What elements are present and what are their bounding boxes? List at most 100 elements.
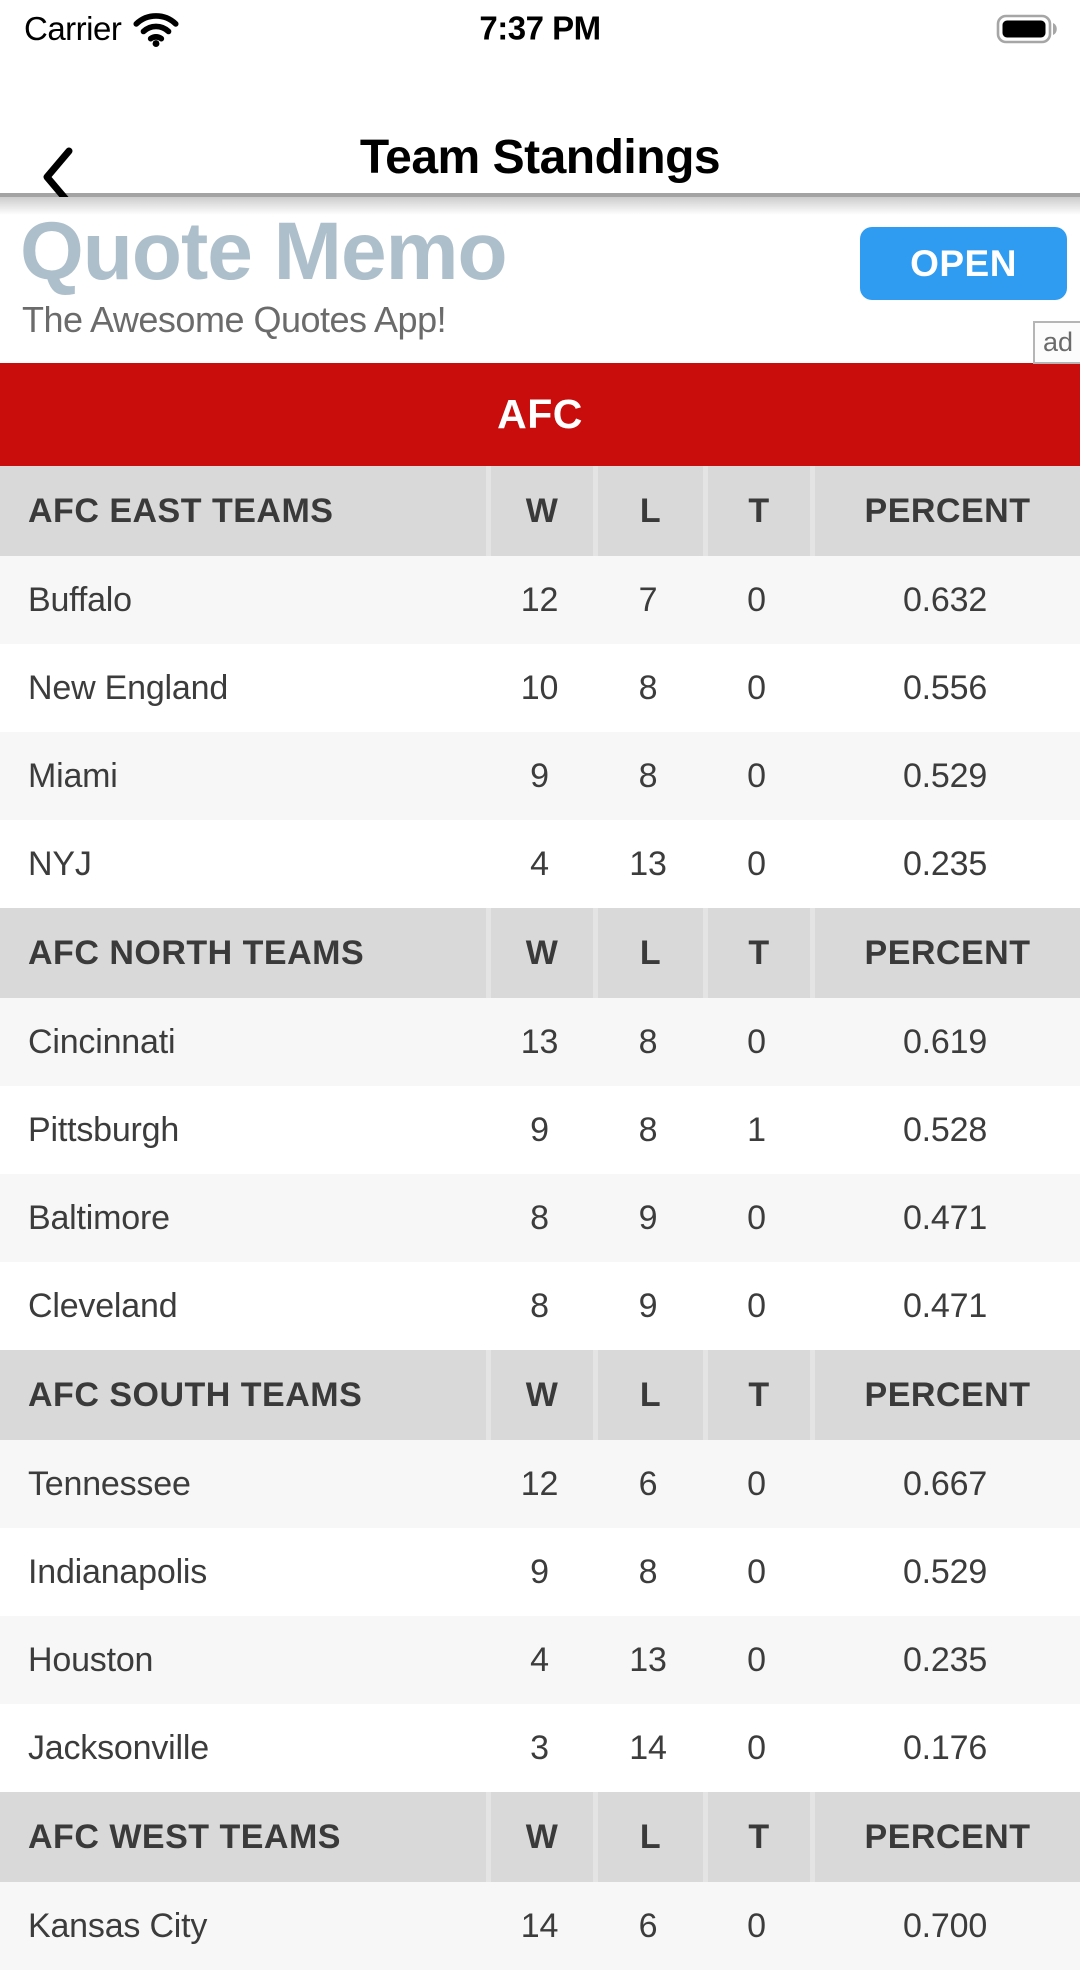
- battery-icon: [996, 13, 1060, 45]
- team-row: Tennessee 12 6 0 0.667: [0, 1440, 1080, 1528]
- percent-cell: 0.471: [902, 1286, 988, 1325]
- team-name-cell: Houston: [28, 1640, 154, 1679]
- team-row: Kansas City 14 6 0 0.700: [0, 1882, 1080, 1970]
- team-name-cell: Jacksonville: [28, 1728, 209, 1767]
- wins-cell: 8: [530, 1286, 549, 1325]
- team-row: New England 10 8 0 0.556: [0, 644, 1080, 732]
- percent-cell: 0.471: [902, 1198, 988, 1237]
- status-bar: Carrier 7:37 PM: [0, 0, 1080, 54]
- column-header-ties: T: [703, 466, 810, 556]
- column-header-losses: L: [593, 908, 703, 998]
- ties-cell: 0: [747, 1640, 766, 1679]
- wins-cell: 12: [520, 580, 559, 619]
- wins-cell: 12: [520, 1464, 559, 1503]
- division-header-row: AFC WEST TEAMS W L T PERCENT: [0, 1792, 1080, 1882]
- ties-cell: 0: [747, 1464, 766, 1503]
- team-name-cell: Indianapolis: [28, 1552, 208, 1591]
- team-name-cell: Buffalo: [28, 580, 132, 619]
- column-header-wins: W: [486, 908, 593, 998]
- team-name-cell: Tennessee: [28, 1464, 191, 1503]
- team-row: Cleveland 8 9 0 0.471: [0, 1262, 1080, 1350]
- losses-cell: 8: [638, 668, 658, 707]
- team-row: Pittsburgh 9 8 1 0.528: [0, 1086, 1080, 1174]
- column-header-percent: PERCENT: [810, 908, 1080, 998]
- team-name-cell: Miami: [28, 756, 118, 795]
- percent-cell: 0.619: [902, 1022, 988, 1061]
- column-header-percent: PERCENT: [810, 1792, 1080, 1882]
- wins-cell: 3: [530, 1728, 549, 1767]
- ad-title: Quote Memo: [20, 206, 508, 297]
- percent-cell: 0.528: [902, 1110, 988, 1149]
- wins-cell: 9: [530, 1552, 549, 1591]
- ties-cell: 0: [747, 844, 766, 883]
- wifi-icon: [133, 11, 179, 47]
- losses-cell: 8: [638, 1552, 658, 1591]
- team-name-cell: Kansas City: [28, 1906, 208, 1945]
- division-header-row: AFC EAST TEAMS W L T PERCENT: [0, 466, 1080, 556]
- losses-cell: 6: [638, 1464, 658, 1503]
- status-left: Carrier: [24, 10, 179, 48]
- percent-cell: 0.556: [902, 668, 988, 707]
- team-name-cell: Cleveland: [28, 1286, 178, 1325]
- page-title: Team Standings: [359, 131, 721, 184]
- column-header-wins: W: [486, 1792, 593, 1882]
- team-name-cell: Baltimore: [28, 1198, 170, 1237]
- standings-table[interactable]: AFC EAST TEAMS W L T PERCENT Buffalo 12 …: [0, 466, 1080, 1970]
- percent-cell: 0.529: [902, 1552, 988, 1591]
- nav-divider: [0, 193, 1080, 197]
- losses-cell: 14: [629, 1728, 667, 1767]
- ad-banner[interactable]: Quote Memo The Awesome Quotes App! OPEN …: [0, 197, 1080, 364]
- losses-cell: 8: [638, 756, 658, 795]
- ties-cell: 0: [747, 668, 766, 707]
- ad-choices-badge[interactable]: ad: [1033, 321, 1080, 364]
- ad-subtitle: The Awesome Quotes App!: [22, 299, 447, 340]
- ties-cell: 0: [747, 1728, 766, 1767]
- team-row: Buffalo 12 7 0 0.632: [0, 556, 1080, 644]
- wins-cell: 4: [530, 1640, 549, 1679]
- losses-cell: 9: [638, 1286, 658, 1325]
- column-header-losses: L: [593, 1350, 703, 1440]
- division-section: AFC NORTH TEAMS W L T PERCENT Cincinnati…: [0, 908, 1080, 1350]
- wins-cell: 9: [530, 756, 549, 795]
- percent-cell: 0.632: [902, 580, 988, 619]
- ties-cell: 0: [747, 580, 766, 619]
- percent-cell: 0.176: [902, 1728, 988, 1767]
- division-title: AFC NORTH TEAMS: [28, 933, 365, 972]
- carrier-label: Carrier: [24, 10, 122, 47]
- column-header-wins: W: [486, 1350, 593, 1440]
- column-header-wins: W: [486, 466, 593, 556]
- ad-open-button[interactable]: OPEN: [860, 227, 1067, 300]
- team-row: Miami 9 8 0 0.529: [0, 732, 1080, 820]
- percent-cell: 0.667: [902, 1464, 988, 1503]
- percent-cell: 0.235: [902, 844, 988, 883]
- division-section: AFC SOUTH TEAMS W L T PERCENT Tennessee …: [0, 1350, 1080, 1792]
- column-header-percent: PERCENT: [810, 1350, 1080, 1440]
- column-header-ties: T: [703, 1792, 810, 1882]
- losses-cell: 8: [638, 1110, 658, 1149]
- losses-cell: 13: [629, 844, 667, 883]
- ties-cell: 0: [747, 756, 766, 795]
- division-header-row: AFC SOUTH TEAMS W L T PERCENT: [0, 1350, 1080, 1440]
- division-section: AFC EAST TEAMS W L T PERCENT Buffalo 12 …: [0, 466, 1080, 908]
- team-name-cell: New England: [28, 668, 229, 707]
- clock: 7:37 PM: [479, 9, 601, 47]
- team-row: Baltimore 8 9 0 0.471: [0, 1174, 1080, 1262]
- team-row: Houston 4 13 0 0.235: [0, 1616, 1080, 1704]
- back-button[interactable]: [40, 146, 76, 208]
- column-header-losses: L: [593, 466, 703, 556]
- division-title: AFC EAST TEAMS: [28, 491, 334, 530]
- division-title: AFC WEST TEAMS: [28, 1817, 341, 1856]
- ties-cell: 0: [747, 1552, 766, 1591]
- percent-cell: 0.700: [902, 1906, 988, 1945]
- column-header-ties: T: [703, 1350, 810, 1440]
- losses-cell: 8: [638, 1022, 658, 1061]
- division-section: AFC WEST TEAMS W L T PERCENT Kansas City…: [0, 1792, 1080, 1970]
- losses-cell: 9: [638, 1198, 658, 1237]
- nav-bar: Team Standings: [0, 54, 1080, 207]
- wins-cell: 4: [530, 844, 549, 883]
- column-header-percent: PERCENT: [810, 466, 1080, 556]
- wins-cell: 13: [520, 1022, 559, 1061]
- division-header-row: AFC NORTH TEAMS W L T PERCENT: [0, 908, 1080, 998]
- ties-cell: 0: [747, 1198, 766, 1237]
